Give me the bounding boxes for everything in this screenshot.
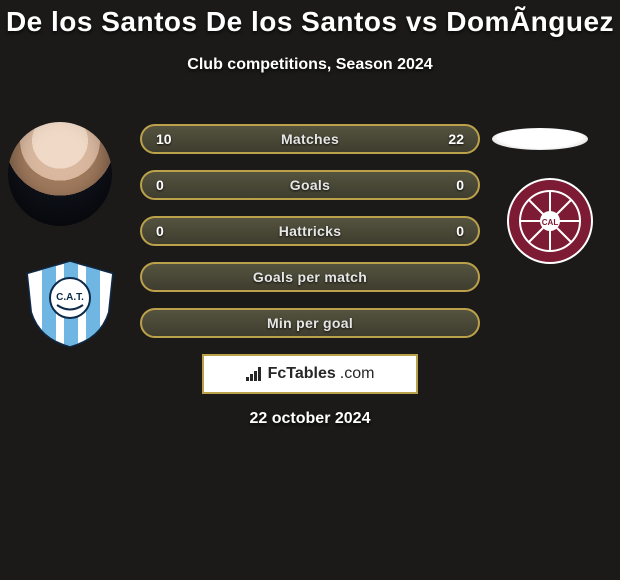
stat-value-left: 10 (156, 131, 180, 147)
club-crest-left: C.A.T. (20, 258, 120, 348)
date-text: 22 october 2024 (0, 410, 620, 428)
svg-text:C.A.T.: C.A.T. (56, 292, 84, 303)
stat-label: Matches (180, 131, 440, 147)
stat-row: Min per goal (140, 308, 480, 338)
stat-value-right: 0 (440, 177, 464, 193)
stat-value-left: 0 (156, 223, 180, 239)
source-suffix: .com (340, 365, 375, 383)
player-placeholder-right (492, 128, 588, 150)
stat-row: 0Hattricks0 (140, 216, 480, 246)
source-badge: FcTables.com (202, 354, 418, 394)
stat-row: 10Matches22 (140, 124, 480, 154)
club-crest-right: CAL (500, 176, 600, 266)
stat-label: Min per goal (180, 315, 440, 331)
svg-text:CAL: CAL (542, 218, 559, 227)
stat-value-right: 0 (440, 223, 464, 239)
stat-value-left: 0 (156, 177, 180, 193)
stat-label: Goals per match (180, 269, 440, 285)
stat-value-right: 22 (440, 131, 464, 147)
subtitle: Club competitions, Season 2024 (0, 56, 620, 74)
player-photo-left (8, 122, 112, 226)
stat-row: 0Goals0 (140, 170, 480, 200)
stat-label: Goals (180, 177, 440, 193)
source-brand: FcTables (268, 365, 336, 383)
stats-table: 10Matches220Goals00Hattricks0Goals per m… (140, 124, 480, 354)
stat-label: Hattricks (180, 223, 440, 239)
page-title: De los Santos De los Santos vs DomÃ­ngue… (0, 0, 620, 38)
stat-row: Goals per match (140, 262, 480, 292)
bar-chart-icon (246, 367, 264, 381)
